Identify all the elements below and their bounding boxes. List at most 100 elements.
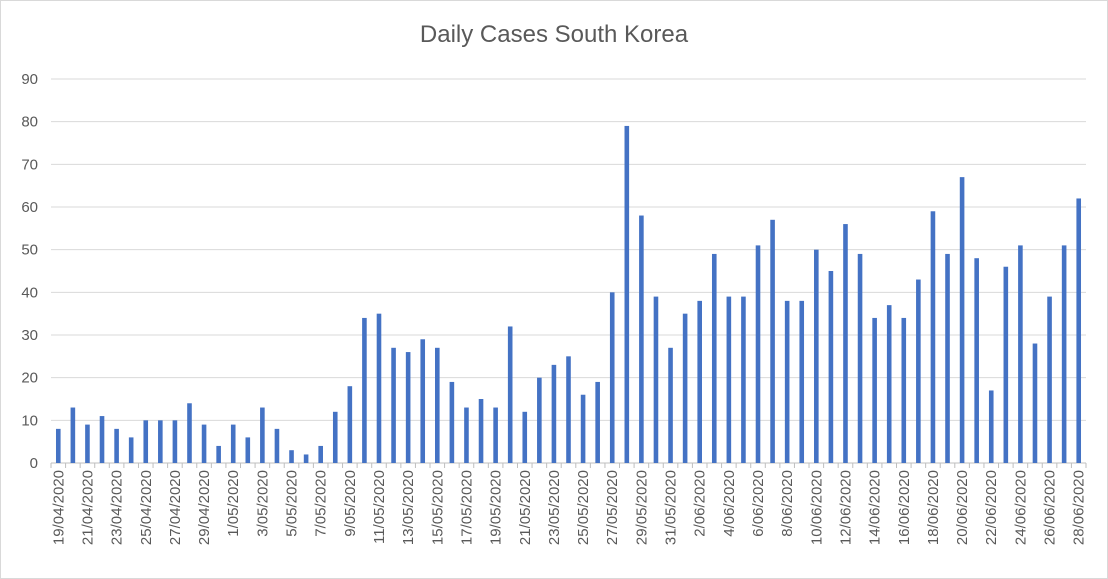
x-tick-label: 21/04/2020 bbox=[79, 470, 96, 545]
bar bbox=[201, 424, 207, 463]
x-tick-label: 20/06/2020 bbox=[954, 470, 971, 545]
bar bbox=[187, 403, 192, 463]
bar bbox=[128, 437, 134, 463]
bar bbox=[1061, 245, 1067, 463]
x-tick-label: 9/05/2020 bbox=[342, 470, 359, 537]
bar bbox=[945, 253, 950, 463]
x-tick-label: 23/04/2020 bbox=[109, 470, 126, 545]
x-tick-label: 16/06/2020 bbox=[896, 470, 913, 545]
bar bbox=[347, 386, 353, 463]
bar bbox=[1032, 343, 1038, 463]
chart-title: Daily Cases South Korea bbox=[419, 21, 689, 48]
bar bbox=[405, 352, 411, 463]
bar bbox=[711, 253, 717, 463]
bar bbox=[697, 300, 702, 463]
bar bbox=[376, 313, 382, 463]
x-tick-label: 26/06/2020 bbox=[1042, 470, 1059, 545]
bar bbox=[580, 394, 586, 463]
bar bbox=[566, 356, 571, 463]
y-tick-label: 80 bbox=[21, 114, 38, 131]
bar bbox=[114, 428, 119, 463]
bar bbox=[857, 253, 863, 463]
bar bbox=[507, 326, 513, 463]
x-tick-label: 11/05/2020 bbox=[371, 470, 388, 544]
bar bbox=[1076, 198, 1082, 463]
bar bbox=[988, 390, 994, 463]
bar bbox=[303, 454, 309, 463]
bar bbox=[99, 416, 105, 463]
bar bbox=[449, 381, 455, 463]
x-tick-label: 17/05/2020 bbox=[458, 470, 475, 545]
x-tick-label: 23/05/2020 bbox=[546, 470, 563, 545]
y-tick-label: 0 bbox=[30, 455, 38, 472]
bar bbox=[172, 420, 178, 463]
bar bbox=[799, 300, 805, 463]
x-tick-label: 31/05/2020 bbox=[663, 470, 680, 545]
bar bbox=[230, 424, 236, 463]
bar bbox=[362, 317, 367, 463]
bar bbox=[872, 317, 877, 463]
bar bbox=[143, 420, 149, 463]
y-tick-label: 50 bbox=[21, 242, 38, 259]
bar bbox=[595, 381, 600, 463]
y-tick-label: 30 bbox=[21, 327, 38, 344]
bar bbox=[70, 407, 76, 463]
x-tick-label: 1/05/2020 bbox=[225, 470, 242, 537]
bar bbox=[245, 437, 251, 463]
bar bbox=[1003, 266, 1009, 463]
bar bbox=[814, 249, 819, 463]
bar bbox=[916, 279, 921, 463]
y-tick-label: 90 bbox=[21, 71, 38, 88]
x-tick-label: 27/05/2020 bbox=[604, 470, 621, 545]
bar bbox=[653, 296, 659, 463]
bar bbox=[828, 271, 834, 463]
x-tick-label: 14/06/2020 bbox=[867, 470, 884, 545]
y-tick-label: 70 bbox=[21, 156, 38, 173]
bar bbox=[639, 215, 644, 463]
bar bbox=[289, 450, 294, 463]
bar bbox=[959, 177, 965, 463]
bar bbox=[216, 445, 221, 463]
bar bbox=[260, 407, 265, 463]
bar bbox=[770, 219, 775, 463]
bar bbox=[668, 347, 673, 463]
bar bbox=[158, 420, 163, 463]
bar bbox=[784, 300, 790, 463]
x-tick-label: 3/05/2020 bbox=[254, 470, 271, 537]
bar bbox=[551, 364, 557, 463]
x-tick-label: 2/06/2020 bbox=[692, 470, 709, 537]
x-tick-label: 12/06/2020 bbox=[837, 470, 854, 545]
bar bbox=[391, 347, 396, 463]
x-tick-label: 4/06/2020 bbox=[721, 470, 738, 537]
bar bbox=[318, 445, 323, 463]
bar bbox=[682, 313, 688, 463]
bar bbox=[493, 407, 498, 463]
x-tick-label: 25/04/2020 bbox=[138, 470, 155, 545]
bar bbox=[609, 292, 615, 463]
bar bbox=[85, 424, 90, 463]
x-tick-label: 19/05/2020 bbox=[488, 470, 505, 545]
bar bbox=[1018, 245, 1023, 463]
x-tick-label: 25/05/2020 bbox=[575, 470, 592, 545]
bar bbox=[435, 347, 440, 463]
x-tick-label: 21/05/2020 bbox=[517, 470, 534, 545]
x-tick-label: 18/06/2020 bbox=[925, 470, 942, 545]
x-tick-label: 7/05/2020 bbox=[313, 470, 330, 537]
bar bbox=[332, 411, 338, 463]
bar bbox=[537, 377, 542, 463]
bar bbox=[522, 411, 528, 463]
bar bbox=[930, 211, 936, 463]
bar bbox=[755, 245, 761, 463]
x-tick-label: 10/06/2020 bbox=[808, 470, 825, 545]
y-tick-label: 10 bbox=[21, 412, 38, 429]
x-tick-label: 22/06/2020 bbox=[983, 470, 1000, 545]
bar bbox=[624, 125, 630, 463]
bar bbox=[274, 428, 280, 463]
y-tick-label: 20 bbox=[21, 370, 38, 387]
x-tick-label: 29/05/2020 bbox=[633, 470, 650, 545]
bar bbox=[974, 258, 979, 463]
x-tick-label: 13/05/2020 bbox=[400, 470, 417, 545]
bar bbox=[55, 428, 61, 463]
